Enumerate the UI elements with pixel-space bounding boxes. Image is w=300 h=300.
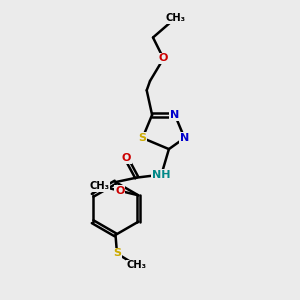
Text: CH₃: CH₃ [89,181,110,191]
Text: O: O [115,186,124,196]
Text: O: O [159,53,168,64]
Text: S: S [113,248,121,259]
Text: NH: NH [152,169,171,180]
Text: O: O [115,186,124,196]
Text: CH₃: CH₃ [127,260,146,271]
Text: N: N [180,133,189,143]
Text: O: O [122,153,131,163]
Text: N: N [170,110,179,120]
Text: S: S [139,133,146,143]
Text: CH₃: CH₃ [166,13,185,23]
